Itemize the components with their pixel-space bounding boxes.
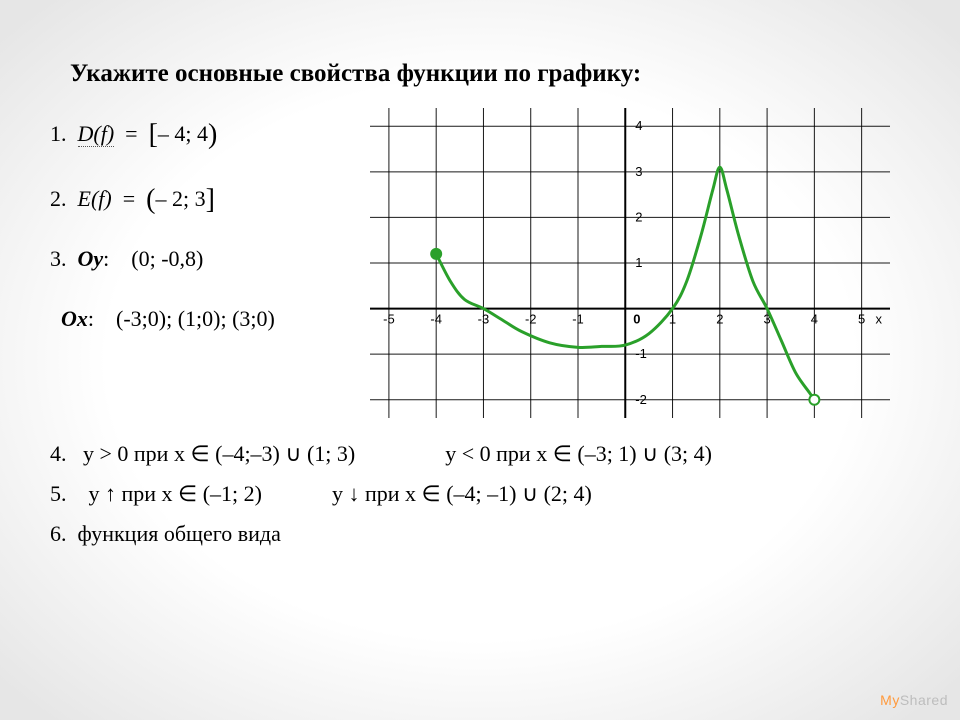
prop4-axis: Ox: [61, 306, 88, 331]
prop-sign: 4. y > 0 при x ∈ (–4;–3) ∪ (1; 3) y < 0 …: [50, 441, 910, 467]
prop6-text: функция общего вида: [78, 521, 281, 546]
prop1-rbracket: ): [208, 119, 217, 150]
prop2-rbracket: ]: [206, 184, 215, 215]
watermark-rest: Shared: [900, 692, 948, 708]
svg-text:4: 4: [635, 118, 642, 133]
prop2-value: – 2; 3: [155, 186, 205, 211]
watermark-my: My: [880, 692, 900, 708]
prop5-num: 5.: [50, 481, 67, 506]
prop4b-text: y < 0 при x ∈ (–3; 1) ∪ (3; 4): [445, 441, 712, 466]
prop3-value: (0; -0,8): [131, 246, 203, 271]
prop3-colon: :: [103, 246, 109, 271]
svg-text:-2: -2: [635, 392, 647, 407]
prop2-label: E(f): [78, 186, 112, 211]
prop-parity: 6. функция общего вида: [50, 521, 910, 547]
prop2-eq: =: [123, 186, 135, 211]
arrow-up-icon: ↑: [105, 481, 116, 506]
svg-text:2: 2: [635, 209, 642, 224]
prop4-value: (-3;0); (1;0); (3;0): [116, 306, 275, 331]
properties-column: 1. D(f) = [– 4; 4) 2. E(f) = (– 2; 3] 3.…: [50, 108, 370, 352]
prop3-num: 3.: [50, 246, 67, 271]
svg-text:1: 1: [635, 255, 642, 270]
prop5a-y: y: [89, 481, 106, 506]
prop2-num: 2.: [50, 186, 67, 211]
prop5b-text: при x ∈ (–4; –1) ∪ (2; 4): [359, 481, 591, 506]
prop1-lbracket: [: [149, 119, 158, 150]
prop5b-y: y: [332, 481, 349, 506]
svg-text:5: 5: [858, 312, 865, 327]
svg-text:-5: -5: [383, 312, 395, 327]
svg-text:4: 4: [811, 312, 818, 327]
prop-monotonicity: 5. y ↑ при x ∈ (–1; 2) y ↓ при x ∈ (–4; …: [50, 481, 910, 507]
function-chart: -5-4-3-2-112345-2-112340x: [370, 108, 890, 418]
svg-text:-2: -2: [525, 312, 537, 327]
prop1-eq: =: [125, 121, 137, 146]
prop-range: 2. E(f) = (– 2; 3]: [50, 173, 370, 226]
svg-text:-1: -1: [572, 312, 584, 327]
svg-text:-4: -4: [430, 312, 442, 327]
prop1-value: – 4; 4: [158, 121, 208, 146]
prop4-colon: :: [88, 306, 94, 331]
svg-text:-1: -1: [635, 346, 647, 361]
svg-text:0: 0: [633, 312, 640, 327]
svg-text:2: 2: [716, 312, 723, 327]
watermark: MyShared: [880, 692, 948, 708]
svg-text:x: x: [876, 312, 883, 327]
prop-ox: Ox: (-3;0); (1;0); (3;0): [50, 298, 370, 340]
lower-properties: 4. y > 0 при x ∈ (–4;–3) ∪ (1; 3) y < 0 …: [50, 441, 910, 547]
svg-text:3: 3: [635, 164, 642, 179]
prop4-num: 4.: [50, 441, 67, 466]
prop-domain: 1. D(f) = [– 4; 4): [50, 108, 370, 161]
prop4a-text: y > 0 при x ∈ (–4;–3) ∪ (1; 3): [83, 441, 355, 466]
svg-text:-3: -3: [478, 312, 490, 327]
page-title: Укажите основные свойства функции по гра…: [50, 60, 910, 88]
prop3-axis: Oy: [78, 246, 104, 271]
prop5a-text: при x ∈ (–1; 2): [116, 481, 262, 506]
prop6-num: 6.: [50, 521, 67, 546]
arrow-down-icon: ↓: [348, 481, 359, 506]
prop-oy: 3. Oy: (0; -0,8): [50, 238, 370, 280]
prop1-num: 1.: [50, 121, 67, 146]
prop1-label: D(f): [78, 121, 115, 147]
